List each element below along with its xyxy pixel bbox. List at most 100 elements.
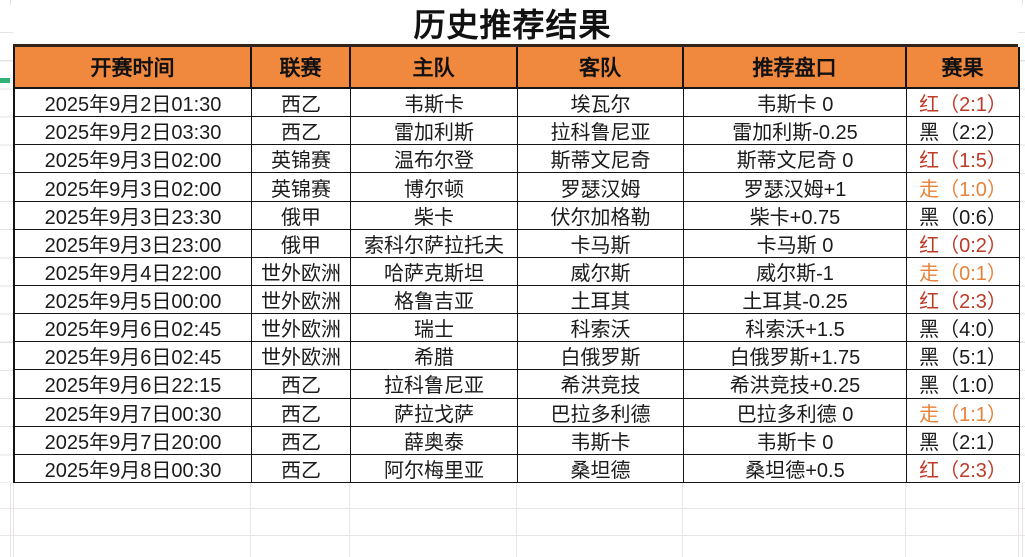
cell-home-team[interactable]: 格鲁吉亚 [351,285,518,315]
cell-league[interactable]: 西乙 [252,117,351,146]
cell-home-team[interactable]: 希腊 [351,342,518,371]
cell-recommended-handicap[interactable]: 科索沃+1.5 [684,314,907,343]
cell-kickoff-time[interactable]: 2025年9月6日02:45 [15,342,252,371]
cell-kickoff-time[interactable]: 2025年9月7日20:00 [15,426,252,455]
cell-away-team[interactable]: 白俄罗斯 [518,342,684,371]
cell-league[interactable]: 西乙 [252,426,351,455]
cell-home-team[interactable]: 薛奥泰 [351,426,518,455]
cell-recommended-handicap[interactable]: 桑坦德+0.5 [684,454,907,483]
cell-result[interactable]: 黑（2:1） [907,426,1020,455]
cell-kickoff-time[interactable]: 2025年9月3日02:00 [15,145,252,174]
cell-league[interactable]: 英锦赛 [252,173,351,202]
cell-league[interactable]: 西乙 [252,454,351,483]
cell-result[interactable]: 黑（0:6） [907,201,1020,230]
cell-league[interactable]: 俄甲 [252,229,351,258]
cell-away-team[interactable]: 科索沃 [518,314,684,343]
cell-kickoff-time[interactable]: 2025年9月2日03:30 [15,117,252,146]
cell-kickoff-time[interactable]: 2025年9月3日23:30 [15,201,252,230]
cell-kickoff-time[interactable]: 2025年9月3日02:00 [15,173,252,202]
cell-recommended-handicap[interactable]: 卡马斯 0 [684,229,907,258]
cell-result[interactable]: 红（2:1） [907,89,1020,118]
cell-kickoff-time[interactable]: 2025年9月4日22:00 [15,257,252,286]
table-row: 2025年9月7日00:30 西乙 萨拉戈萨 巴拉多利德 巴拉多利德 0 走（1:1） [13,398,1020,427]
right-margin-rows [1018,5,1025,483]
cell-away-team[interactable]: 威尔斯 [518,257,684,286]
cell-kickoff-time[interactable]: 2025年9月6日02:45 [15,314,252,343]
cell-away-team[interactable]: 巴拉多利德 [518,398,684,427]
cell-league[interactable]: 俄甲 [252,201,351,230]
empty-col-gridline [250,483,251,557]
cell-recommended-handicap[interactable]: 韦斯卡 0 [684,426,907,455]
header-cell-handicap[interactable]: 推荐盘口 [684,47,907,89]
cell-away-team[interactable]: 埃瓦尔 [518,89,684,118]
cell-kickoff-time[interactable]: 2025年9月8日00:30 [15,454,252,483]
cell-league[interactable]: 西乙 [252,89,351,118]
cell-home-team[interactable]: 索科尔萨拉托夫 [351,229,518,258]
cell-home-team[interactable]: 萨拉戈萨 [351,398,518,427]
cell-league[interactable]: 世外欧洲 [252,342,351,371]
cell-home-team[interactable]: 拉科鲁尼亚 [351,370,518,399]
empty-row-gridline [0,508,1025,509]
cell-kickoff-time[interactable]: 2025年9月6日22:15 [15,370,252,399]
cell-kickoff-time[interactable]: 2025年9月5日00:00 [15,285,252,315]
cell-away-team[interactable]: 罗瑟汉姆 [518,173,684,202]
header-cell-result[interactable]: 赛果 [907,47,1020,89]
cell-recommended-handicap[interactable]: 威尔斯-1 [684,257,907,286]
header-cell-away[interactable]: 客队 [518,47,684,89]
cell-kickoff-time[interactable]: 2025年9月3日23:00 [15,229,252,258]
cell-home-team[interactable]: 温布尔登 [351,145,518,174]
header-cell-time[interactable]: 开赛时间 [15,47,252,89]
cell-result[interactable]: 红（2:3） [907,285,1020,315]
cell-away-team[interactable]: 韦斯卡 [518,426,684,455]
cell-home-team[interactable]: 柴卡 [351,201,518,230]
cell-result[interactable]: 走（1:0） [907,173,1020,202]
cell-result[interactable]: 黑（4:0） [907,314,1020,343]
header-cell-league[interactable]: 联赛 [252,47,351,89]
cell-home-team[interactable]: 阿尔梅里亚 [351,454,518,483]
cell-away-team[interactable]: 卡马斯 [518,229,684,258]
cell-result[interactable]: 红（0:2） [907,229,1020,258]
cell-league[interactable]: 世外欧洲 [252,285,351,315]
empty-col-gridline [349,483,350,557]
cell-kickoff-time[interactable]: 2025年9月7日00:30 [15,398,252,427]
cell-recommended-handicap[interactable]: 罗瑟汉姆+1 [684,173,907,202]
empty-sheet-area [0,483,1025,557]
cell-away-team[interactable]: 伏尔加格勒 [518,201,684,230]
cell-result[interactable]: 走（1:1） [907,398,1020,427]
cell-recommended-handicap[interactable]: 柴卡+0.75 [684,201,907,230]
cell-result[interactable]: 黑（5:1） [907,342,1020,371]
cell-result[interactable]: 黑（1:0） [907,370,1020,399]
cell-recommended-handicap[interactable]: 斯蒂文尼奇 0 [684,145,907,174]
cell-result[interactable]: 红（1:5） [907,145,1020,174]
cell-away-team[interactable]: 希洪竞技 [518,370,684,399]
cell-away-team[interactable]: 拉科鲁尼亚 [518,117,684,146]
cell-result[interactable]: 走（0:1） [907,257,1020,286]
table-row: 2025年9月6日22:15 西乙 拉科鲁尼亚 希洪竞技 希洪竞技+0.25 黑（1:0） [13,370,1020,399]
cell-home-team[interactable]: 韦斯卡 [351,89,518,118]
cell-league[interactable]: 西乙 [252,398,351,427]
cell-recommended-handicap[interactable]: 希洪竞技+0.25 [684,370,907,399]
cell-home-team[interactable]: 哈萨克斯坦 [351,257,518,286]
table-header-row: 开赛时间 联赛 主队 客队 推荐盘口 赛果 [13,47,1020,89]
cell-recommended-handicap[interactable]: 韦斯卡 0 [684,89,907,118]
cell-away-team[interactable]: 斯蒂文尼奇 [518,145,684,174]
cell-away-team[interactable]: 桑坦德 [518,454,684,483]
cell-recommended-handicap[interactable]: 巴拉多利德 0 [684,398,907,427]
table-row: 2025年9月2日01:30 西乙 韦斯卡 埃瓦尔 韦斯卡 0 红（2:1） [13,89,1020,118]
cell-recommended-handicap[interactable]: 雷加利斯-0.25 [684,117,907,146]
cell-result[interactable]: 红（2:3） [907,454,1020,483]
cell-recommended-handicap[interactable]: 白俄罗斯+1.75 [684,342,907,371]
cell-league[interactable]: 世外欧洲 [252,314,351,343]
cell-home-team[interactable]: 雷加利斯 [351,117,518,146]
cell-recommended-handicap[interactable]: 土耳其-0.25 [684,285,907,315]
cell-home-team[interactable]: 博尔顿 [351,173,518,202]
cell-away-team[interactable]: 土耳其 [518,285,684,315]
header-cell-home[interactable]: 主队 [351,47,518,89]
table-row: 2025年9月2日03:30 西乙 雷加利斯 拉科鲁尼亚 雷加利斯-0.25 黑（2:2） [13,117,1020,146]
cell-home-team[interactable]: 瑞士 [351,314,518,343]
cell-league[interactable]: 西乙 [252,370,351,399]
cell-league[interactable]: 英锦赛 [252,145,351,174]
cell-result[interactable]: 黑（2:2） [907,117,1020,146]
cell-kickoff-time[interactable]: 2025年9月2日01:30 [15,89,252,118]
cell-league[interactable]: 世外欧洲 [252,257,351,286]
